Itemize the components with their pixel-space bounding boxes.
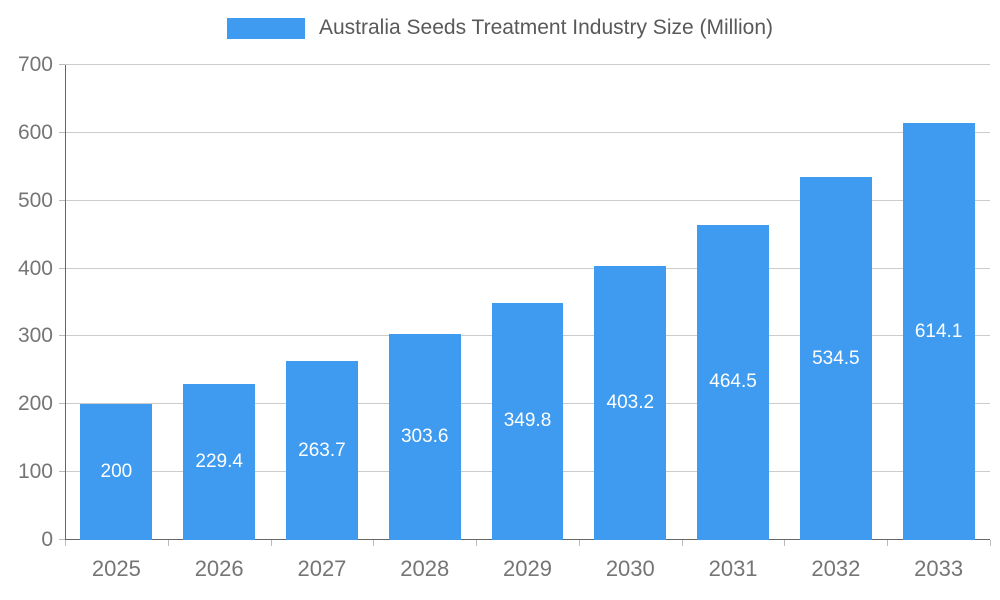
bar-value-label: 403.2	[606, 392, 655, 414]
x-tick-mark	[784, 540, 786, 546]
x-tick-mark	[578, 540, 580, 546]
bar[interactable]: 464.5	[697, 224, 770, 540]
y-tick-label: 500	[17, 188, 53, 212]
x-tick-mark	[681, 540, 683, 546]
x-tick-label: 2029	[503, 556, 552, 581]
bar-value-label: 200	[100, 461, 133, 483]
bars-container: 200 229.4 263.7 303.6 349.8 403.2 464.5 534.5 61…	[65, 65, 990, 540]
x-tick-label: 2032	[811, 556, 861, 581]
chart-title: Australia Seeds Treatment Industry Size …	[318, 16, 773, 39]
y-tick-label: 300	[17, 324, 53, 348]
bar-cell: 534.5	[784, 65, 887, 540]
y-tick-mark	[59, 267, 65, 269]
bar[interactable]: 229.4	[183, 384, 256, 540]
bar-value-label: 303.6	[400, 426, 449, 447]
bar-cell: 303.6	[373, 65, 476, 540]
y-tick-label: 600	[17, 120, 53, 144]
y-tick-label: 200	[17, 392, 53, 416]
bar-value-label: 534.5	[812, 347, 860, 369]
y-tick-mark	[59, 199, 65, 201]
y-tick-label: 100	[17, 460, 53, 484]
x-tick-label: 2026	[194, 556, 244, 581]
bar-cell: 464.5	[682, 65, 785, 540]
gridline	[65, 131, 990, 133]
bar-value-label: 614.1	[914, 320, 963, 342]
x-tick-label: 2033	[914, 556, 964, 581]
x-tick-label: 2025	[91, 556, 141, 581]
y-axis-line	[65, 65, 66, 540]
x-tick-label: 2031	[708, 556, 758, 581]
x-tick-mark	[65, 540, 66, 546]
x-tick-label: 2027	[297, 556, 347, 581]
bar-cell: 263.7	[271, 65, 374, 540]
x-tick-mark	[476, 540, 478, 546]
bar-cell: 403.2	[579, 65, 682, 540]
y-tick-mark	[59, 64, 65, 65]
x-tick-mark	[887, 540, 889, 546]
bar-value-label: 464.5	[709, 371, 757, 393]
x-tick-mark	[270, 540, 272, 546]
bar-value-label: 349.8	[503, 410, 552, 432]
plot-area: 0 100 200 300 400 500 600 700 200 229.4 263.7 303.…	[18, 53, 991, 581]
x-tick-label: 2028	[400, 556, 450, 581]
bar-cell: 614.1	[887, 65, 990, 540]
bar[interactable]: 403.2	[594, 266, 667, 540]
bar-cell: 200	[65, 65, 168, 540]
x-tick-mark	[167, 540, 169, 546]
x-axis-ticks	[65, 540, 991, 546]
bar-value-label: 263.7	[298, 439, 346, 461]
chart-legend[interactable]: Australia Seeds Treatment Industry Size …	[0, 16, 1000, 40]
x-axis-labels: 2025 2026 2027 2028 2029 2030 2031 2032 2033	[65, 556, 990, 582]
legend-swatch-icon	[226, 17, 305, 39]
y-tick-mark	[59, 539, 65, 540]
x-tick-mark	[990, 540, 991, 546]
y-tick-mark	[59, 471, 65, 473]
gridline	[65, 199, 990, 201]
bar[interactable]: 303.6	[388, 334, 461, 540]
bar-cell: 229.4	[168, 65, 271, 540]
x-tick-label: 2030	[605, 556, 655, 581]
gridline	[65, 267, 990, 269]
bar[interactable]: 263.7	[285, 361, 358, 540]
bar-cell: 349.8	[476, 65, 579, 540]
bar[interactable]: 614.1	[902, 123, 975, 540]
gridline	[65, 64, 990, 65]
y-tick-mark	[59, 335, 65, 337]
bar[interactable]: 349.8	[491, 302, 564, 540]
x-tick-mark	[373, 540, 375, 546]
bar-value-label: 229.4	[195, 451, 243, 473]
y-tick-mark	[59, 131, 65, 133]
y-tick-mark	[59, 403, 65, 405]
bar[interactable]: 534.5	[799, 177, 872, 540]
y-tick-label: 0	[41, 528, 53, 551]
y-tick-label: 700	[17, 53, 53, 76]
bar[interactable]: 200	[80, 404, 153, 540]
y-tick-label: 400	[17, 256, 53, 280]
